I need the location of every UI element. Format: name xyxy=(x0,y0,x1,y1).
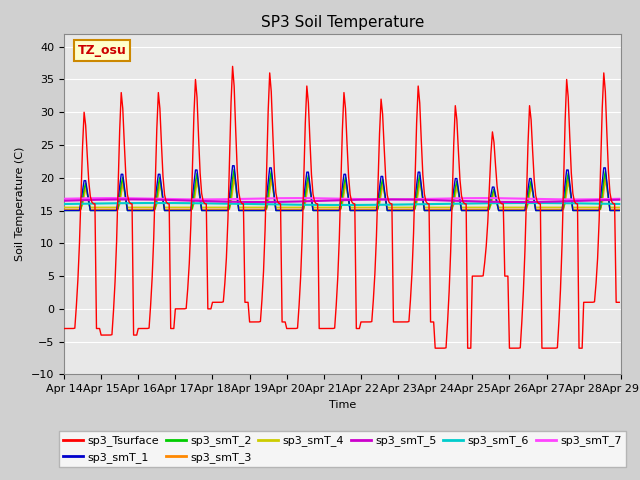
Title: SP3 Soil Temperature: SP3 Soil Temperature xyxy=(260,15,424,30)
Legend: sp3_Tsurface, sp3_smT_1, sp3_smT_2, sp3_smT_3, sp3_smT_4, sp3_smT_5, sp3_smT_6, : sp3_Tsurface, sp3_smT_1, sp3_smT_2, sp3_… xyxy=(58,431,627,468)
X-axis label: Time: Time xyxy=(329,400,356,409)
Text: TZ_osu: TZ_osu xyxy=(78,44,127,57)
Y-axis label: Soil Temperature (C): Soil Temperature (C) xyxy=(15,147,26,261)
